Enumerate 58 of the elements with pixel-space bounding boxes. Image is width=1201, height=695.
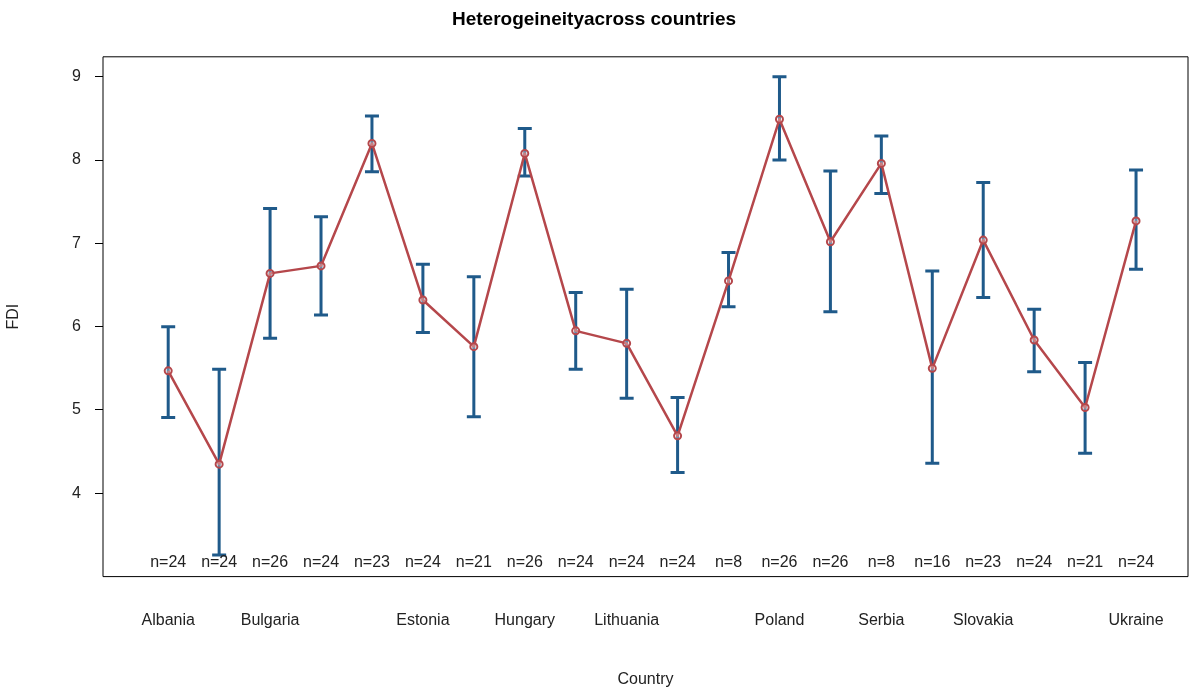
- annotation: n=21: [1067, 553, 1104, 571]
- point: [520, 148, 530, 158]
- annotation: n=24: [1016, 553, 1053, 571]
- annotation: n=24: [1118, 553, 1155, 571]
- x-tick-label: Bulgaria: [240, 610, 300, 628]
- annotation: n=26: [812, 553, 849, 571]
- point: [876, 158, 886, 168]
- annotation: n=24: [303, 553, 340, 571]
- point: [163, 366, 173, 376]
- point: [469, 342, 479, 352]
- x-tick-label: Poland: [754, 610, 805, 628]
- x-tick-label: Ukraine: [1108, 610, 1164, 628]
- point: [774, 114, 784, 124]
- y-tick-label: 9: [72, 67, 82, 85]
- x-tick-label: Albania: [141, 610, 195, 628]
- y-tick-label: 8: [72, 150, 82, 168]
- annotation: n=24: [404, 553, 442, 571]
- annotation: n=26: [761, 553, 798, 571]
- point: [1029, 335, 1039, 345]
- y-tick-label: 4: [72, 483, 82, 501]
- point: [1080, 403, 1090, 412]
- x-tick-label: Hungary: [494, 610, 556, 628]
- y-axis-title: FDI: [4, 303, 22, 330]
- point: [927, 363, 937, 373]
- point: [673, 431, 683, 441]
- point: [367, 138, 377, 148]
- x-tick-label: Serbia: [858, 610, 905, 628]
- point: [825, 237, 835, 247]
- annotation: n=8: [714, 553, 743, 571]
- annotation: n=24: [201, 553, 238, 571]
- point: [622, 338, 632, 348]
- annotation: n=21: [455, 553, 492, 571]
- annotation: n=24: [659, 553, 696, 571]
- annotation: n=8: [867, 553, 896, 571]
- annotation: n=26: [506, 553, 543, 571]
- point: [265, 268, 275, 278]
- y-tick-label: 6: [72, 317, 82, 335]
- annotation: n=16: [914, 553, 951, 571]
- chart-title: Heterogeineityacross countries: [451, 7, 737, 29]
- point: [214, 459, 224, 469]
- x-axis-title: Country: [617, 669, 674, 687]
- annotation: n=23: [965, 553, 1002, 571]
- point: [724, 276, 734, 286]
- point: [1131, 216, 1141, 226]
- point: [418, 295, 428, 305]
- annotation: n=24: [150, 553, 187, 571]
- y-tick-label: 7: [72, 233, 82, 251]
- annotation: n=24: [557, 553, 594, 571]
- annotation: n=26: [252, 553, 289, 571]
- point: [316, 261, 326, 271]
- point: [978, 235, 988, 245]
- x-tick-label: Lithuania: [594, 610, 660, 628]
- x-tick-label: Estonia: [396, 610, 450, 628]
- point: [571, 326, 581, 336]
- annotation: n=23: [353, 553, 391, 571]
- y-tick-label: 5: [72, 400, 82, 418]
- x-tick-label: Slovakia: [952, 610, 1014, 628]
- annotation: n=24: [608, 553, 645, 571]
